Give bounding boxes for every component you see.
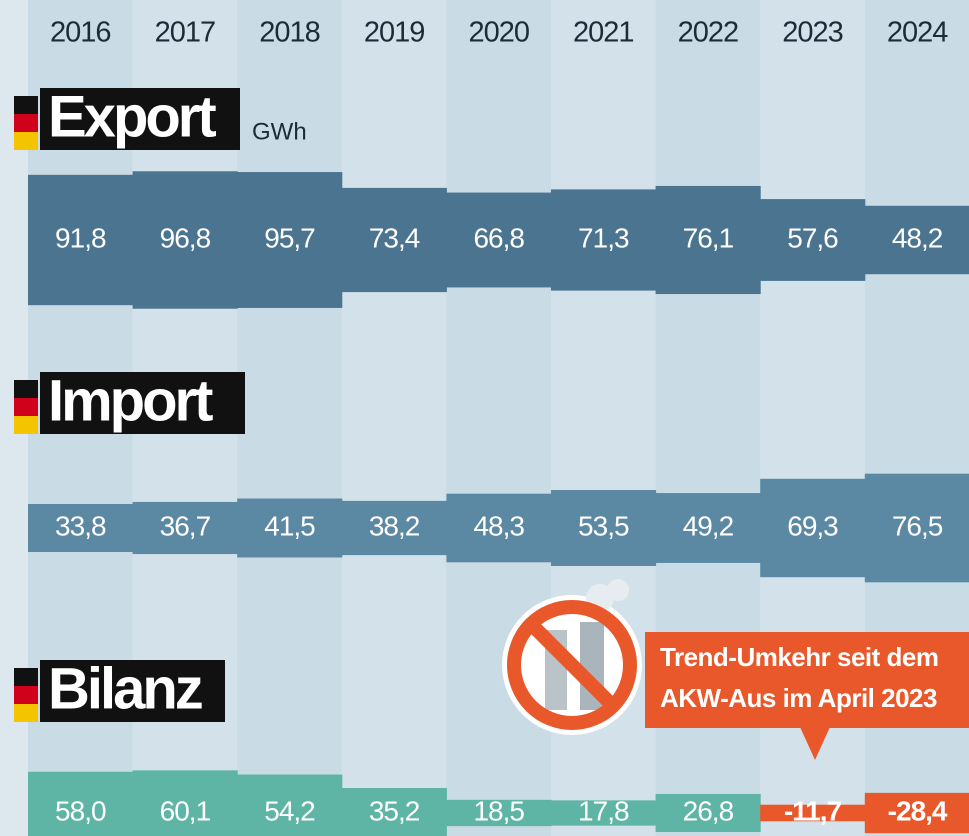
- value-label: 58,0: [55, 795, 106, 826]
- year-label: 2016: [50, 17, 111, 49]
- value-label: 69,3: [787, 510, 838, 541]
- year-label: 2018: [259, 17, 320, 49]
- value-label: 76,1: [683, 222, 734, 253]
- chart: 2016 2017 2018 2019 2020 2021 2022 2023 2024 91,8…: [0, 0, 969, 836]
- value-label: 96,8: [160, 222, 211, 253]
- series-title: Export: [48, 84, 216, 149]
- year-label: 2017: [155, 17, 216, 49]
- year-label: 2019: [364, 17, 425, 49]
- value-label: 17,8: [578, 795, 629, 826]
- value-label: 76,5: [892, 510, 943, 541]
- value-label: 66,8: [473, 222, 524, 253]
- value-label: 49,2: [683, 510, 734, 541]
- value-label: 48,2: [892, 222, 943, 253]
- year-label: 2021: [573, 17, 634, 49]
- value-label: 26,8: [683, 795, 734, 826]
- value-label: 41,5: [264, 510, 315, 541]
- bilanz-title: Bilanz: [14, 656, 225, 722]
- value-label: 18,5: [473, 795, 524, 826]
- value-label: 48,3: [473, 510, 524, 541]
- import-title: Import: [14, 368, 245, 434]
- value-label: 73,4: [369, 222, 420, 253]
- value-label: 54,2: [264, 795, 315, 826]
- value-label: 95,7: [264, 222, 315, 253]
- year-label: 2024: [887, 17, 948, 49]
- series-title: Import: [48, 368, 213, 433]
- value-label: -28,4: [888, 795, 948, 826]
- value-label: 35,2: [369, 795, 420, 826]
- value-label: 36,7: [160, 510, 211, 541]
- unit: GWh: [252, 118, 307, 145]
- year-label: 2020: [468, 17, 529, 49]
- value-label: 38,2: [369, 510, 420, 541]
- series-title: Bilanz: [48, 656, 202, 721]
- year-label: 2022: [678, 17, 739, 49]
- value-label: 71,3: [578, 222, 629, 253]
- value-label: 53,5: [578, 510, 629, 541]
- value-label: 60,1: [160, 795, 211, 826]
- value-label: 57,6: [787, 222, 838, 253]
- value-label: -11,7: [784, 795, 842, 826]
- value-label: 91,8: [55, 222, 106, 253]
- year-label: 2023: [782, 17, 843, 49]
- column-stripe: [342, 0, 447, 836]
- annotation-text: Trend-Umkehr seit dem: [660, 642, 938, 672]
- value-label: 33,8: [55, 510, 106, 541]
- annotation-text: AKW-Aus im April 2023: [660, 683, 937, 713]
